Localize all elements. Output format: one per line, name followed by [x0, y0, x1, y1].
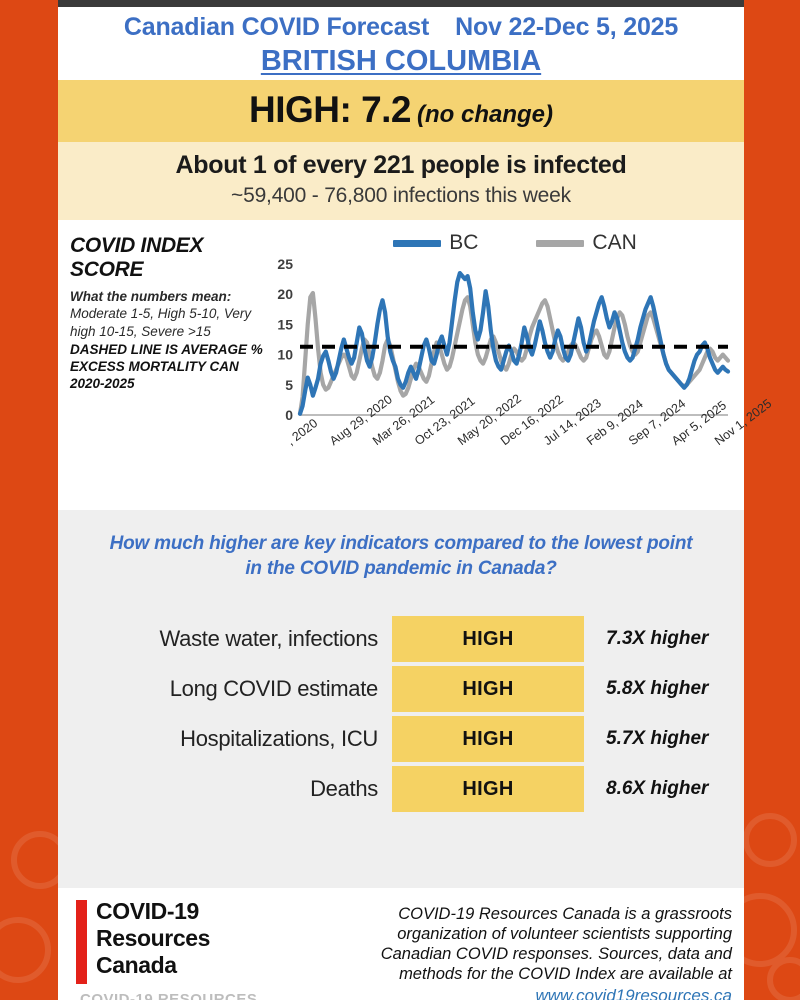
index-explainer-scale-text: Moderate 1-5, High 5-10, Very high 10-15… [70, 306, 252, 339]
indicator-multiplier: 7.3X higher [606, 628, 709, 650]
chart-legend: BC CAN [290, 230, 740, 256]
poster-card: Canadian COVID Forecast Nov 22-Dec 5, 20… [58, 0, 774, 1000]
poster-footer: COVID-19 Resources Canada COVID-19 Resou… [58, 888, 744, 1000]
index-explainer: COVID INDEX SCORE What the numbers mean:… [64, 230, 264, 508]
indicator-row: Long COVID estimate HIGH 5.8X higher [80, 665, 722, 713]
indicator-label: Waste water, infections [159, 626, 379, 652]
indicator-status-badge: HIGH [392, 616, 584, 663]
footer-website-link[interactable]: www.covid19resources.ca [535, 985, 732, 1000]
chart-svg: 0 5 10 15 20 25 [277, 258, 731, 423]
covid-index-chart: BC CAN 0 5 10 15 20 25 , 2020 Aug 29, 2020 Mar … [264, 230, 774, 508]
footer-description-block: COVID-19 Resources Canada is a grassroot… [326, 898, 736, 1000]
legend-label-bc: BC [449, 231, 479, 254]
crc-logo: COVID-19 Resources Canada [76, 898, 326, 984]
indicator-row: Deaths HIGH 8.6X higher [80, 765, 722, 813]
index-explainer-dashed-note: DASHED LINE IS AVERAGE % EXCESS MORTALIT… [70, 341, 263, 392]
logo-line-3: Canada [96, 951, 177, 978]
poster-header: Canadian COVID Forecast Nov 22-Dec 5, 20… [58, 7, 744, 80]
svg-text:25: 25 [277, 258, 293, 272]
indicator-status-badge: HIGH [392, 766, 584, 813]
logo-text: COVID-19 Resources Canada [96, 898, 210, 984]
indicators-table: Waste water, infections HIGH 7.3X higher Lo… [80, 615, 722, 813]
infection-headline: About 1 of every 221 people is infected [175, 151, 627, 179]
index-explainer-scale: What the numbers mean: Moderate 1-5, Hig… [70, 288, 264, 340]
infection-subline: ~59,400 - 76,800 infections this week [231, 184, 571, 207]
indicator-row: Waste water, infections HIGH 7.3X higher [80, 615, 722, 663]
footer-description: COVID-19 Resources Canada is a grassroot… [380, 905, 732, 984]
indicator-label: Long COVID estimate [169, 676, 379, 702]
legend-swatch-can [536, 239, 585, 247]
index-explainer-what-label: What the numbers mean: [70, 289, 232, 305]
indicator-label: Hospitalizations, ICU [180, 726, 378, 752]
indicator-status-badge: HIGH [392, 716, 584, 763]
indicator-status-badge: HIGH [392, 666, 584, 713]
index-score-value: HIGH: 7.2 [248, 89, 412, 130]
logo-red-bar [76, 900, 87, 984]
logo-line-1: COVID-19 [96, 898, 199, 924]
indicator-label: Deaths [310, 776, 378, 802]
index-score-banner: HIGH: 7.2 (no change) [58, 80, 744, 142]
indicator-multiplier: 5.8X higher [606, 678, 709, 700]
infection-banner: About 1 of every 221 people is infected … [58, 142, 744, 220]
legend-swatch-bc [393, 239, 442, 247]
legend-item-bc: BC [393, 231, 478, 255]
legend-label-can: CAN [592, 231, 637, 254]
indicators-section: How much higher are key indicators compa… [58, 510, 744, 888]
indicator-multiplier: 8.6X higher [606, 778, 709, 800]
footer-cutoff-text: COVID-19 RESOURCES [80, 991, 258, 1000]
date-range: Nov 22-Dec 5, 2025 [455, 13, 679, 41]
svg-text:20: 20 [277, 286, 293, 302]
chart-section: COVID INDEX SCORE What the numbers mean:… [58, 220, 774, 510]
svg-text:0: 0 [285, 407, 293, 423]
index-explainer-title: COVID INDEX SCORE [70, 234, 204, 281]
page-title: Canadian COVID Forecast [123, 13, 430, 41]
svg-text:15: 15 [277, 316, 293, 332]
legend-item-can: CAN [536, 231, 637, 255]
indicator-multiplier: 5.7X higher [606, 728, 709, 750]
chart-plot-area: 0 5 10 15 20 25 [264, 258, 740, 433]
region-title: BRITISH COLUMBIA [260, 45, 542, 77]
svg-text:5: 5 [285, 377, 293, 393]
svg-text:10: 10 [277, 347, 293, 363]
index-score-change: (no change) [417, 101, 554, 128]
chart-x-axis-labels: , 2020 Aug 29, 2020 Mar 26, 2021 Oct 23, 20… [270, 391, 774, 503]
indicator-row: Hospitalizations, ICU HIGH 5.7X higher [80, 715, 722, 763]
logo-line-2: Resources [96, 924, 211, 951]
header-title-row: Canadian COVID Forecast Nov 22-Dec 5, 20… [64, 13, 738, 42]
indicators-question: How much higher are key indicators compa… [109, 533, 693, 579]
